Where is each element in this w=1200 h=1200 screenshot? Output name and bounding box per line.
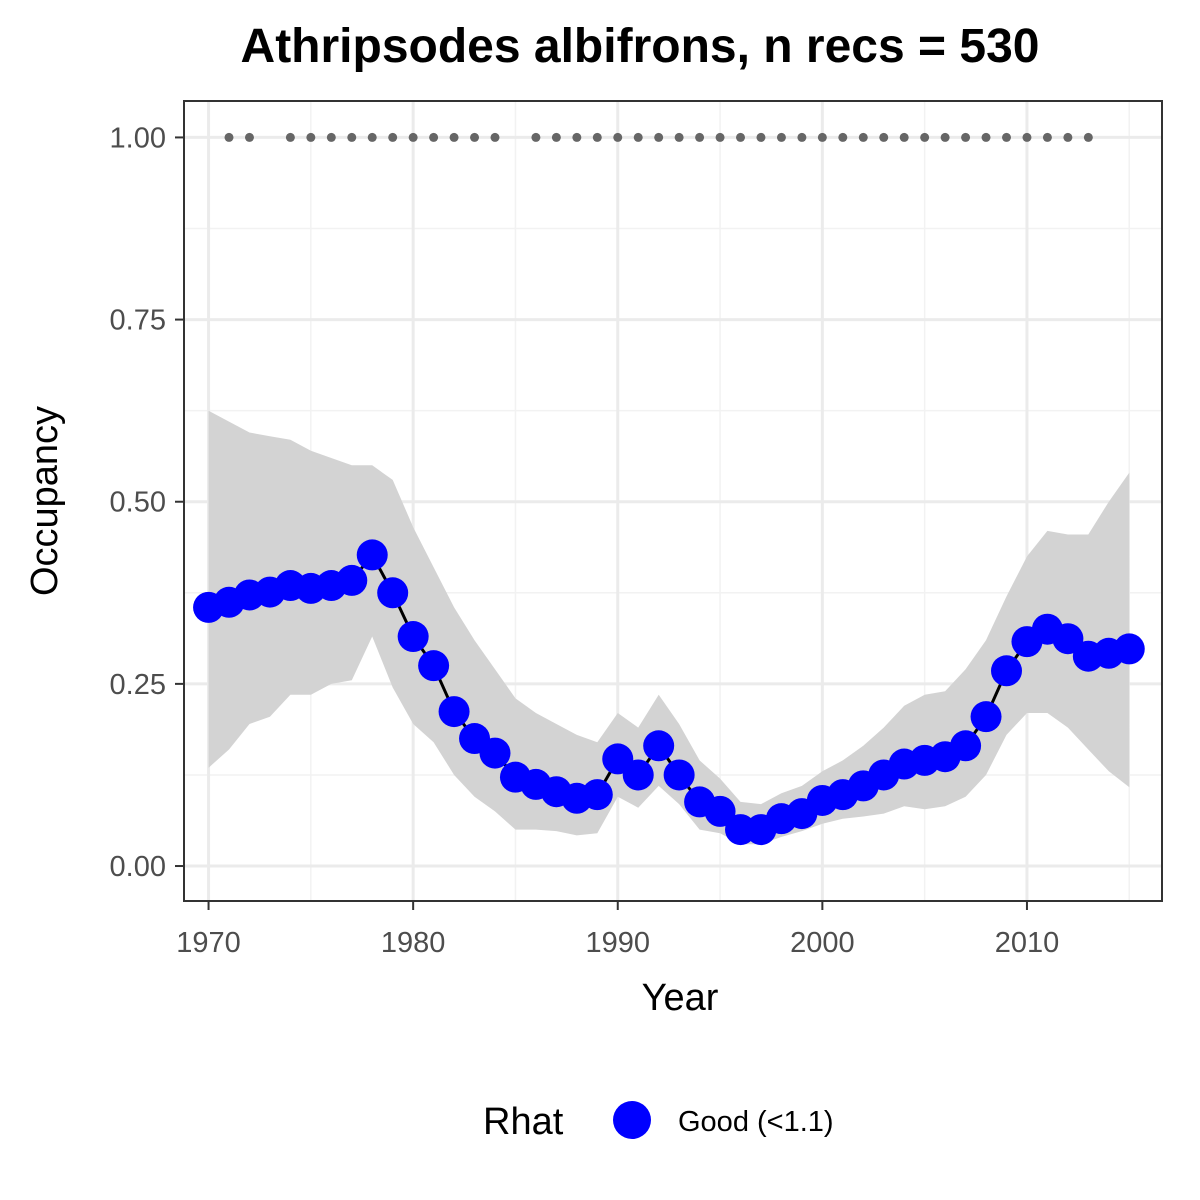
occupancy-point <box>479 737 511 769</box>
legend: Rhat Good (<1.1) <box>483 1101 834 1143</box>
record-year-dot <box>490 132 500 142</box>
record-year-dot <box>879 132 889 142</box>
record-year-dot <box>1042 132 1052 142</box>
x-tick-label: 1970 <box>176 927 241 959</box>
occupancy-point <box>356 539 388 571</box>
x-tick-label: 2010 <box>995 927 1060 959</box>
record-year-dot <box>244 132 254 142</box>
record-year-dot <box>817 132 827 142</box>
record-year-dot <box>224 132 234 142</box>
trend-line <box>208 552 1130 832</box>
record-year-dot <box>674 132 684 142</box>
record-year-dot <box>1063 132 1073 142</box>
record-year-dot <box>776 132 786 142</box>
record-year-dot <box>756 132 766 142</box>
grid-lines <box>184 101 1162 901</box>
record-year-dot <box>572 132 582 142</box>
record-year-dot <box>961 132 971 142</box>
record-year-dot <box>367 132 377 142</box>
record-year-dot <box>285 132 295 142</box>
record-year-dot <box>551 132 561 142</box>
record-year-dot <box>981 132 991 142</box>
record-year-dot <box>326 132 336 142</box>
record-year-dot <box>613 132 623 142</box>
record-years-layer <box>224 132 1093 142</box>
x-tick-label: 2000 <box>790 927 855 959</box>
occupancy-point <box>377 577 409 609</box>
legend-key-good <box>613 1101 651 1139</box>
record-year-dot <box>920 132 930 142</box>
record-year-dot <box>940 132 950 142</box>
x-axis-title: Year <box>642 977 719 1019</box>
record-year-dot <box>531 132 541 142</box>
record-year-dot <box>1083 132 1093 142</box>
y-tick-label: 0.75 <box>110 305 166 337</box>
occupancy-point <box>438 696 470 728</box>
record-year-dot <box>899 132 909 142</box>
record-year-dot <box>429 132 439 142</box>
occupancy-points-layer <box>193 539 1145 846</box>
y-axis-title: Occupancy <box>24 406 66 596</box>
occupancy-point <box>1052 623 1084 655</box>
record-year-dot <box>838 132 848 142</box>
record-year-dot <box>408 132 418 142</box>
y-axis: 0.00 0.25 0.50 0.75 1.00 <box>110 122 184 883</box>
occupancy-point <box>581 779 613 811</box>
record-year-dot <box>715 132 725 142</box>
record-year-dot <box>695 132 705 142</box>
y-tick-label: 0.00 <box>110 851 166 883</box>
occupancy-point <box>970 701 1002 733</box>
credible-interval-band <box>208 410 1130 845</box>
y-tick-label: 0.50 <box>110 487 166 519</box>
x-axis: 1970 1980 1990 2000 2010 <box>176 901 1059 959</box>
occupancy-point <box>950 730 982 762</box>
legend-title: Rhat <box>483 1101 564 1143</box>
y-tick-label: 1.00 <box>110 122 166 154</box>
occupancy-point <box>991 655 1023 687</box>
record-year-dot <box>1002 132 1012 142</box>
occupancy-point <box>704 795 736 827</box>
credible-interval-ribbon <box>208 410 1130 845</box>
occupancy-point <box>336 564 368 596</box>
record-year-dot <box>736 132 746 142</box>
y-tick-label: 0.25 <box>110 669 166 701</box>
occupancy-point <box>397 621 429 653</box>
record-year-dot <box>306 132 316 142</box>
record-year-dot <box>797 132 807 142</box>
x-tick-label: 1980 <box>381 927 446 959</box>
occupancy-point <box>1113 633 1145 665</box>
occupancy-point <box>663 759 695 791</box>
occupancy-point <box>643 730 675 762</box>
record-year-dot <box>654 132 664 142</box>
x-tick-label: 1990 <box>585 927 650 959</box>
record-year-dot <box>347 132 357 142</box>
record-year-dot <box>388 132 398 142</box>
record-year-dot <box>470 132 480 142</box>
occupancy-point <box>418 650 450 682</box>
record-year-dot <box>449 132 459 142</box>
chart-title: Athripsodes albifrons, n recs = 530 <box>241 20 1040 73</box>
record-year-dot <box>592 132 602 142</box>
occupancy-point <box>622 759 654 791</box>
legend-label-good: Good (<1.1) <box>678 1106 834 1138</box>
record-year-dot <box>1022 132 1032 142</box>
trend-line-layer <box>208 552 1130 832</box>
record-year-dot <box>858 132 868 142</box>
record-year-dot <box>633 132 643 142</box>
